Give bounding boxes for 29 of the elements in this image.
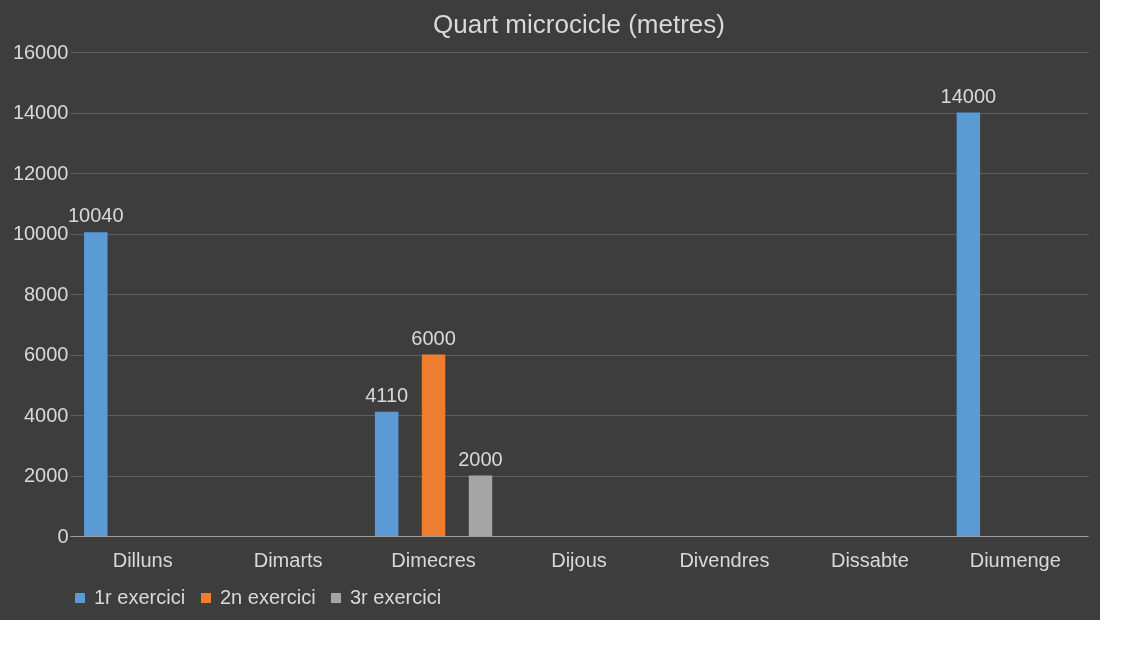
- x-tick-label: Diumenge: [969, 548, 1061, 571]
- x-tick-label: Dissabte: [830, 548, 909, 571]
- bar: [956, 112, 981, 536]
- bar: [374, 411, 399, 536]
- y-tick-label: 2000: [24, 464, 69, 486]
- legend-label: 1r exercici: [94, 586, 186, 608]
- data-label: 2000: [458, 447, 503, 470]
- legend-label: 2n exercici: [220, 586, 316, 608]
- x-tick-label: Dijous: [551, 548, 607, 571]
- x-tick-label: Dilluns: [112, 548, 173, 571]
- x-tick-label: Dimarts: [253, 548, 323, 571]
- bar: [84, 232, 108, 536]
- y-tick-label: 4000: [24, 403, 69, 426]
- y-tick-label: 0: [57, 524, 69, 547]
- y-tick-label: 6000: [24, 343, 69, 365]
- legend-label: 3r exercici: [350, 586, 442, 608]
- bar: [421, 354, 446, 536]
- y-tick-label: 12000: [12, 161, 69, 184]
- x-tick-label: Dimecres: [391, 548, 476, 571]
- chart-title: Quart microcicle (metres): [433, 9, 725, 39]
- data-label: 10040: [67, 204, 124, 227]
- y-tick-label: 8000: [24, 282, 69, 305]
- x-tick-label: Divendres: [679, 548, 770, 571]
- data-label: 6000: [411, 326, 456, 349]
- data-label: 4110: [365, 383, 409, 406]
- data-label: 14000: [940, 84, 997, 107]
- y-tick-label: 16000: [12, 40, 69, 63]
- y-tick-label: 14000: [12, 101, 69, 123]
- y-tick-label: 10000: [12, 222, 69, 244]
